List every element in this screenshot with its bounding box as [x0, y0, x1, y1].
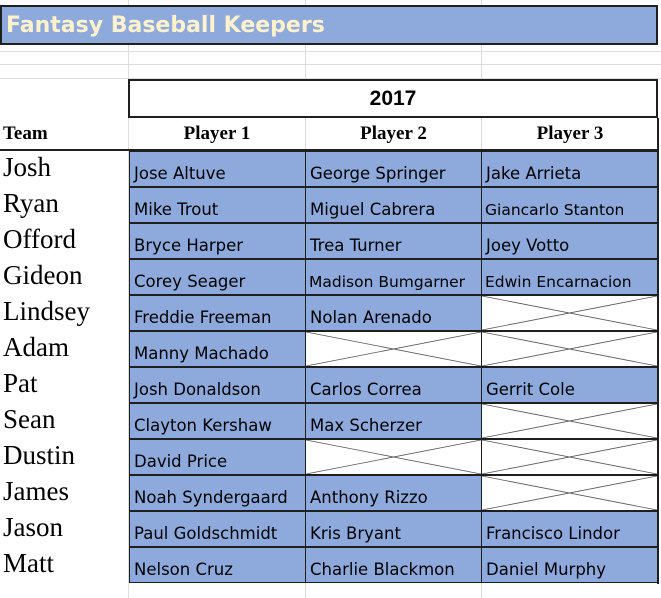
- player-name: Daniel Murphy: [486, 560, 607, 579]
- empty-keeper-cell[interactable]: [481, 295, 658, 331]
- player-cell[interactable]: Anthony Rizzo: [305, 475, 482, 511]
- player-name: Miguel Cabrera: [310, 200, 436, 219]
- team-name[interactable]: Pat: [3, 368, 38, 398]
- team-name[interactable]: James: [3, 476, 69, 506]
- player-name: Edwin Encarnacion: [485, 273, 632, 291]
- player-name: George Springer: [310, 164, 446, 183]
- player-name: Francisco Lindor: [486, 524, 620, 543]
- year-label: 2017: [369, 87, 417, 110]
- team-name[interactable]: Offord: [3, 224, 76, 254]
- cross-mark-icon: [482, 476, 657, 510]
- player-name: Nelson Cruz: [134, 560, 233, 579]
- player-cell[interactable]: Francisco Lindor: [481, 511, 658, 547]
- player-name: Kris Bryant: [310, 524, 401, 543]
- cross-mark-icon: [482, 296, 657, 330]
- player3-column-header[interactable]: Player 3: [536, 123, 604, 144]
- player-name: Carlos Correa: [310, 380, 422, 399]
- player-cell[interactable]: Corey Seager: [129, 259, 306, 295]
- team-name[interactable]: Adam: [3, 332, 69, 362]
- player-name: Jake Arrieta: [486, 164, 582, 183]
- player-name: Mike Trout: [134, 200, 219, 219]
- empty-keeper-cell[interactable]: [305, 439, 482, 475]
- player-cell[interactable]: Giancarlo Stanton: [481, 187, 658, 223]
- player-cell[interactable]: Nolan Arenado: [305, 295, 482, 331]
- player-name: Corey Seager: [134, 272, 246, 291]
- player2-column-header[interactable]: Player 2: [360, 123, 427, 144]
- empty-keeper-cell[interactable]: [481, 439, 658, 475]
- player-name: Gerrit Cole: [486, 380, 575, 399]
- player-name: Giancarlo Stanton: [485, 201, 625, 219]
- player-cell[interactable]: Charlie Blackmon: [305, 547, 482, 583]
- gridline: [0, 64, 661, 65]
- player-name: Madison Bumgarner: [309, 273, 466, 291]
- cross-mark-icon: [306, 440, 481, 474]
- year-header-cell[interactable]: 2017: [128, 79, 658, 118]
- player-cell[interactable]: Freddie Freeman: [129, 295, 306, 331]
- player-cell[interactable]: Gerrit Cole: [481, 367, 658, 403]
- cross-mark-icon: [306, 332, 481, 366]
- team-name[interactable]: Sean: [3, 404, 56, 434]
- player-name: Jose Altuve: [134, 164, 226, 183]
- gridline: [128, 0, 129, 598]
- player-name: Clayton Kershaw: [134, 416, 272, 435]
- player-cell[interactable]: Kris Bryant: [305, 511, 482, 547]
- player-cell[interactable]: Manny Machado: [129, 331, 306, 367]
- player-cell[interactable]: Noah Syndergaard: [129, 475, 306, 511]
- player-cell[interactable]: Josh Donaldson: [129, 367, 306, 403]
- player-name: Charlie Blackmon: [310, 560, 455, 579]
- player1-column-header[interactable]: Player 1: [183, 123, 251, 144]
- player-cell[interactable]: David Price: [129, 439, 306, 475]
- team-name[interactable]: Lindsey: [3, 296, 90, 326]
- player-cell[interactable]: Nelson Cruz: [129, 547, 306, 583]
- player-name: Nolan Arenado: [310, 308, 432, 327]
- player-cell[interactable]: Trea Turner: [305, 223, 482, 259]
- player-cell[interactable]: Daniel Murphy: [481, 547, 658, 583]
- player-cell[interactable]: Bryce Harper: [129, 223, 306, 259]
- player-cell[interactable]: Max Scherzer: [305, 403, 482, 439]
- team-name[interactable]: Matt: [3, 548, 54, 578]
- player-name: Josh Donaldson: [134, 380, 261, 399]
- player-name: Bryce Harper: [134, 236, 244, 255]
- team-name[interactable]: Josh: [3, 152, 52, 182]
- team-name[interactable]: Dustin: [3, 440, 76, 470]
- player-cell[interactable]: Miguel Cabrera: [305, 187, 482, 223]
- team-name[interactable]: Ryan: [3, 188, 59, 218]
- gridline: [0, 78, 661, 79]
- cross-mark-icon: [482, 440, 657, 474]
- table-right-border: [657, 118, 659, 584]
- title-bar[interactable]: Fantasy Baseball Keepers: [0, 5, 658, 45]
- player-cell[interactable]: Madison Bumgarner: [305, 259, 482, 295]
- player-name: Trea Turner: [310, 236, 402, 255]
- player-name: Joey Votto: [486, 236, 570, 255]
- player-cell[interactable]: Edwin Encarnacion: [481, 259, 658, 295]
- player-cell[interactable]: Mike Trout: [129, 187, 306, 223]
- player-name: Anthony Rizzo: [310, 488, 428, 507]
- player-name: David Price: [134, 452, 228, 471]
- player-cell[interactable]: Clayton Kershaw: [129, 403, 306, 439]
- team-name[interactable]: Gideon: [3, 260, 83, 290]
- empty-keeper-cell[interactable]: [305, 331, 482, 367]
- player-cell[interactable]: Jose Altuve: [129, 151, 306, 187]
- player-cell[interactable]: Paul Goldschmidt: [129, 511, 306, 547]
- empty-keeper-cell[interactable]: [481, 475, 658, 511]
- player-cell[interactable]: Joey Votto: [481, 223, 658, 259]
- player-name: Freddie Freeman: [134, 308, 272, 327]
- player-name: Max Scherzer: [310, 416, 422, 435]
- cross-mark-icon: [482, 332, 657, 366]
- header-divider: [0, 149, 658, 151]
- empty-keeper-cell[interactable]: [481, 403, 658, 439]
- player-name: Manny Machado: [134, 344, 269, 363]
- gridline: [0, 51, 661, 52]
- player-name: Paul Goldschmidt: [134, 524, 278, 543]
- player-cell[interactable]: Jake Arrieta: [481, 151, 658, 187]
- player-name: Noah Syndergaard: [134, 488, 288, 507]
- team-name[interactable]: Jason: [3, 512, 63, 542]
- team-column-header[interactable]: Team: [3, 123, 48, 144]
- player-cell[interactable]: Carlos Correa: [305, 367, 482, 403]
- cross-mark-icon: [482, 404, 657, 438]
- sheet-title: Fantasy Baseball Keepers: [6, 13, 325, 38]
- empty-keeper-cell[interactable]: [481, 331, 658, 367]
- player-cell[interactable]: George Springer: [305, 151, 482, 187]
